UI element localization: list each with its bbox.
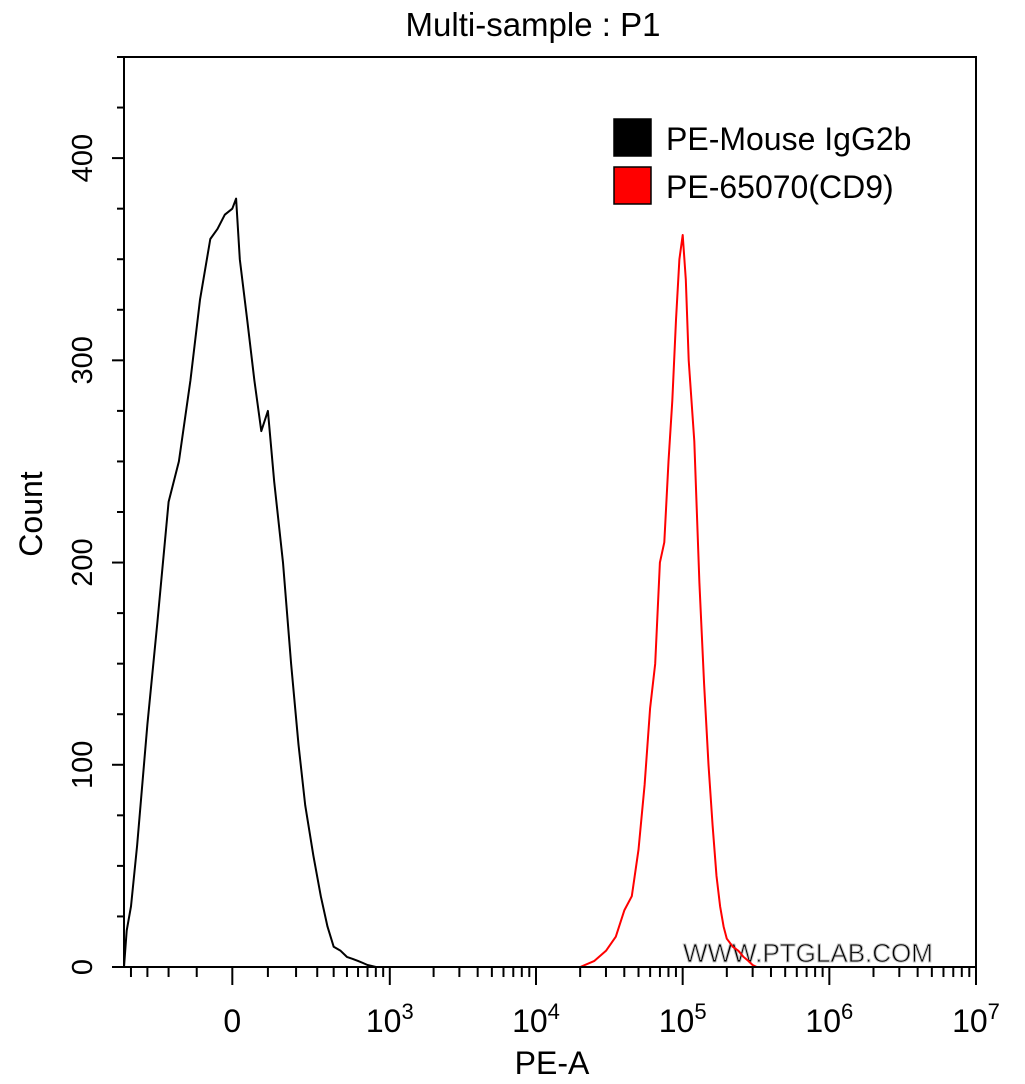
x-axis-label: PE-A bbox=[515, 1045, 590, 1081]
plot-frame bbox=[123, 56, 977, 968]
y-tick-label: 400 bbox=[67, 134, 99, 182]
x-tick-label: 106 bbox=[805, 999, 853, 1039]
y-tick-label: 200 bbox=[67, 538, 99, 586]
legend-swatch-2 bbox=[613, 166, 652, 205]
chart-title: Multi-sample : P1 bbox=[406, 6, 661, 43]
x-tick-label: 105 bbox=[659, 999, 707, 1039]
x-tick-label: 0 bbox=[223, 1003, 241, 1039]
series-line-2 bbox=[579, 234, 758, 968]
series-line-1 bbox=[123, 197, 377, 968]
y-tick-label: 0 bbox=[67, 959, 99, 975]
y-tick-label: 300 bbox=[67, 336, 99, 384]
legend-label-2: PE-65070(CD9) bbox=[666, 169, 894, 205]
x-tick-label: 104 bbox=[512, 999, 560, 1039]
y-tick-label: 100 bbox=[67, 741, 99, 789]
watermark: WWW.PTGLAB.COM bbox=[683, 938, 933, 968]
y-axis: 0 100 200 300 400 bbox=[67, 56, 124, 975]
x-axis: 0 103 104 105 106 107 bbox=[129, 967, 1000, 1039]
x-tick-label: 103 bbox=[366, 999, 414, 1039]
legend: PE-Mouse IgG2b PE-65070(CD9) bbox=[613, 118, 911, 205]
series-layer bbox=[123, 197, 758, 968]
legend-swatch-1 bbox=[613, 118, 652, 157]
y-axis-label: Count bbox=[13, 471, 49, 557]
x-tick-label: 107 bbox=[952, 999, 1000, 1039]
legend-label-1: PE-Mouse IgG2b bbox=[666, 121, 911, 157]
